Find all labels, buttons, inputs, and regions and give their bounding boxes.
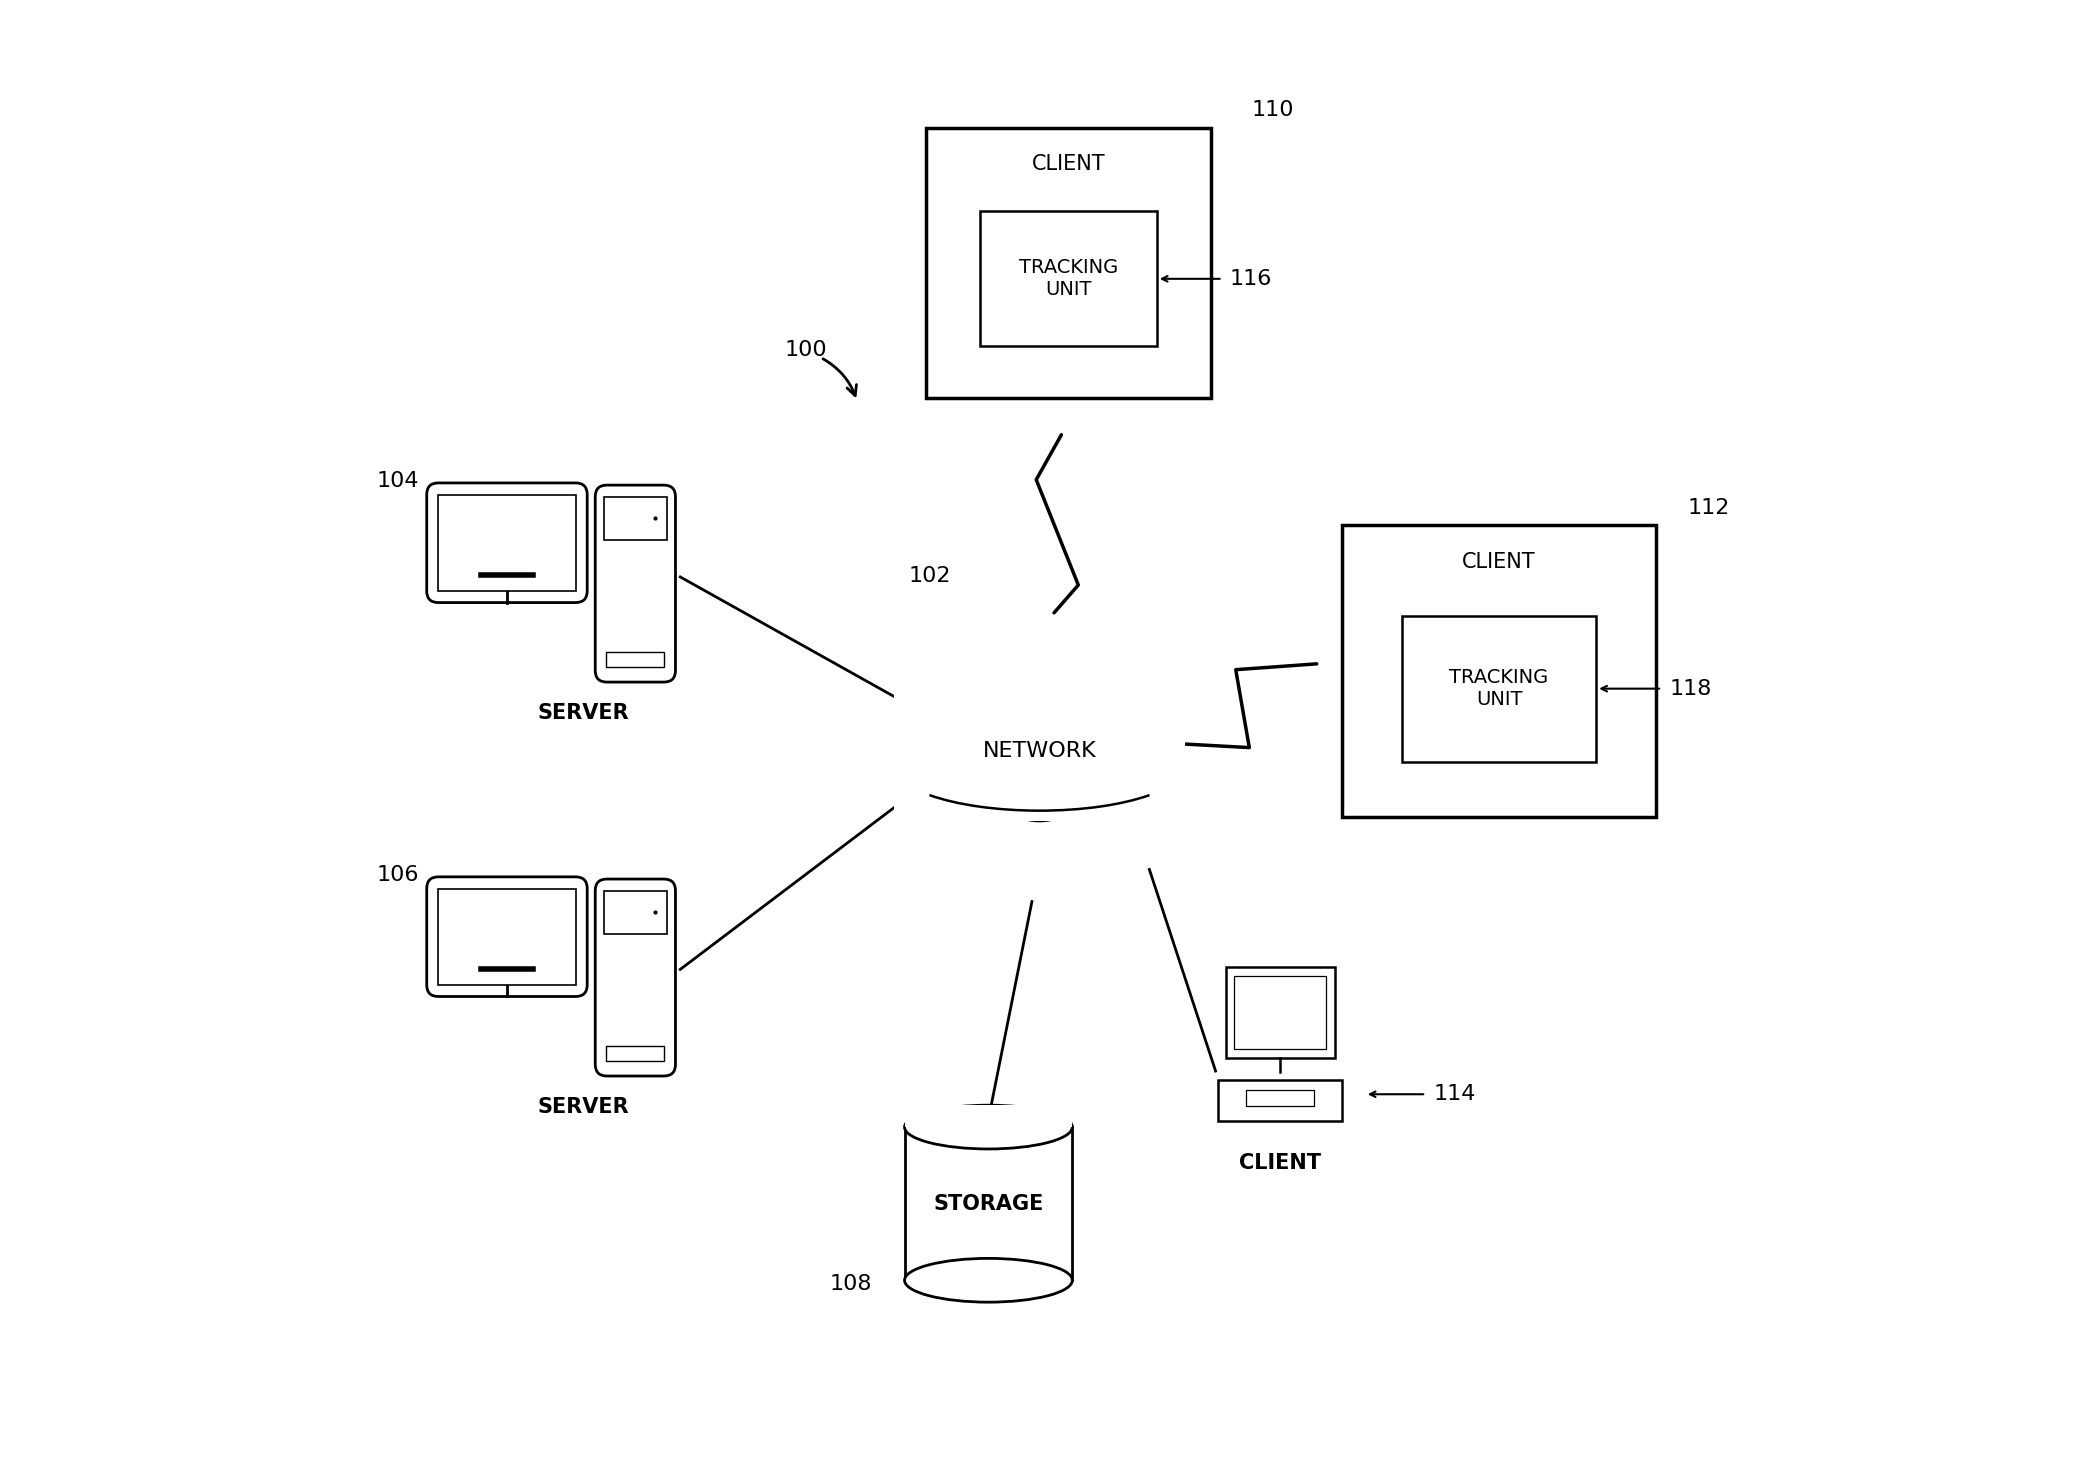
- Text: 110: 110: [1252, 101, 1295, 120]
- Text: CLIENT: CLIENT: [1462, 552, 1536, 572]
- FancyBboxPatch shape: [927, 128, 1210, 398]
- FancyBboxPatch shape: [605, 890, 667, 934]
- FancyBboxPatch shape: [904, 1106, 1073, 1128]
- Text: TRACKING
UNIT: TRACKING UNIT: [1449, 668, 1549, 709]
- Circle shape: [1048, 702, 1148, 801]
- Text: 106: 106: [376, 865, 418, 886]
- FancyBboxPatch shape: [1401, 616, 1597, 762]
- Text: 108: 108: [830, 1274, 871, 1294]
- FancyBboxPatch shape: [439, 889, 576, 985]
- Circle shape: [1025, 641, 1108, 724]
- FancyBboxPatch shape: [1225, 967, 1335, 1058]
- Circle shape: [915, 734, 992, 811]
- Text: 116: 116: [1231, 268, 1272, 289]
- FancyBboxPatch shape: [607, 1046, 665, 1062]
- FancyBboxPatch shape: [1235, 976, 1326, 1049]
- Circle shape: [1087, 734, 1164, 811]
- Text: 104: 104: [376, 471, 418, 492]
- Circle shape: [983, 711, 1096, 821]
- Ellipse shape: [904, 1258, 1073, 1303]
- FancyBboxPatch shape: [981, 212, 1156, 346]
- Text: SERVER: SERVER: [536, 703, 628, 724]
- Text: 112: 112: [1688, 498, 1730, 518]
- FancyBboxPatch shape: [1343, 525, 1657, 817]
- Text: 118: 118: [1669, 678, 1711, 699]
- Text: STORAGE: STORAGE: [933, 1193, 1044, 1214]
- Circle shape: [971, 641, 1054, 724]
- FancyBboxPatch shape: [426, 877, 586, 996]
- FancyBboxPatch shape: [595, 878, 676, 1077]
- FancyBboxPatch shape: [1245, 1090, 1314, 1106]
- Text: NETWORK: NETWORK: [983, 741, 1096, 762]
- FancyBboxPatch shape: [1218, 1080, 1343, 1121]
- Text: 100: 100: [784, 340, 827, 360]
- Text: SERVER: SERVER: [536, 1097, 628, 1118]
- Circle shape: [981, 662, 1098, 778]
- Text: TRACKING
UNIT: TRACKING UNIT: [1019, 258, 1119, 299]
- FancyBboxPatch shape: [426, 483, 586, 603]
- Text: 114: 114: [1432, 1084, 1476, 1104]
- FancyBboxPatch shape: [607, 652, 665, 668]
- FancyBboxPatch shape: [605, 498, 667, 540]
- FancyBboxPatch shape: [894, 635, 1185, 821]
- FancyBboxPatch shape: [439, 495, 576, 591]
- Ellipse shape: [904, 1106, 1073, 1150]
- Text: 102: 102: [909, 566, 952, 587]
- Circle shape: [931, 702, 1031, 801]
- Text: CLIENT: CLIENT: [1239, 1153, 1322, 1173]
- Text: CLIENT: CLIENT: [1031, 155, 1106, 174]
- FancyBboxPatch shape: [904, 1128, 1073, 1281]
- FancyBboxPatch shape: [595, 486, 676, 683]
